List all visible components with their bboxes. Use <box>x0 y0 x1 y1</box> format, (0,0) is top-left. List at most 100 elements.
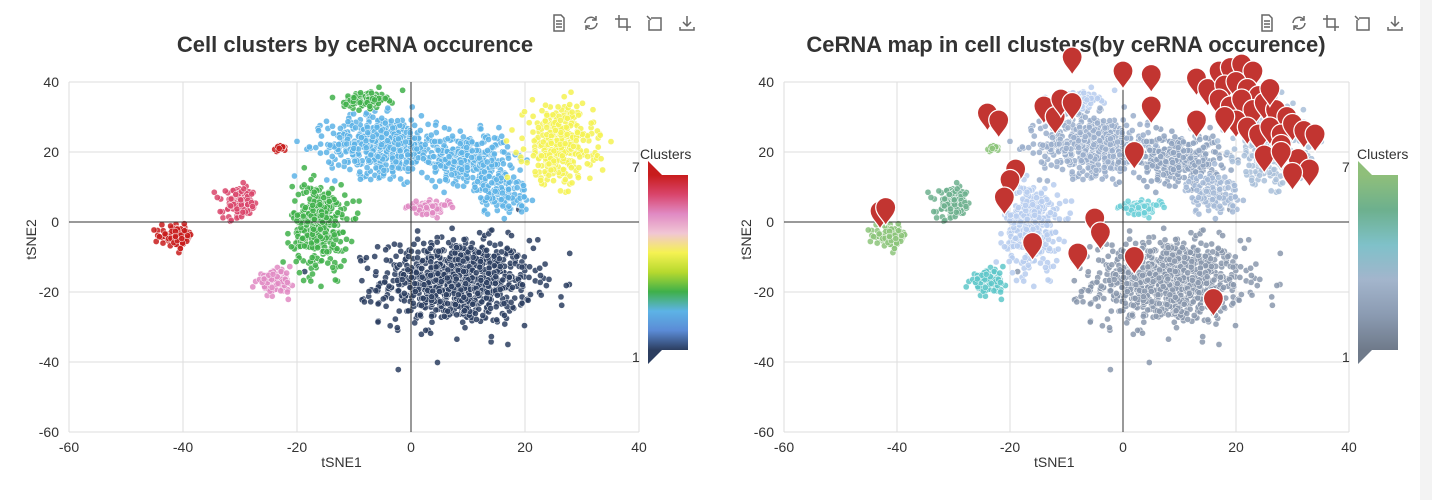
data-point <box>1110 276 1118 283</box>
data-point <box>476 154 483 162</box>
data-point <box>1131 294 1139 302</box>
restore-icon[interactable] <box>1288 12 1310 34</box>
data-point <box>454 182 461 190</box>
data-point <box>558 152 566 160</box>
data-point <box>374 300 382 308</box>
data-point <box>409 299 417 307</box>
visual-map-bar[interactable] <box>648 161 688 364</box>
data-point <box>525 274 533 281</box>
data-point <box>268 284 276 291</box>
data-point <box>325 158 333 166</box>
data-point <box>1217 161 1225 169</box>
data-point <box>396 241 404 249</box>
data-point <box>429 209 436 217</box>
data-point <box>1140 312 1147 320</box>
data-point <box>1206 124 1214 131</box>
visual-map-handle-top[interactable] <box>648 161 662 175</box>
data-point <box>299 234 307 242</box>
data-point <box>232 191 240 198</box>
data-point <box>392 158 400 166</box>
zoom-icon[interactable] <box>612 12 634 34</box>
data-point <box>1187 229 1195 237</box>
data-point <box>492 273 500 281</box>
data-point <box>480 168 488 176</box>
data-point <box>316 201 324 209</box>
data-point <box>1092 166 1100 174</box>
data-point <box>406 284 414 291</box>
data-point <box>1238 291 1245 298</box>
cluster-points <box>291 103 474 188</box>
visual-map-gradient[interactable] <box>648 175 688 350</box>
data-point <box>1196 136 1204 143</box>
data-point <box>1219 232 1226 239</box>
data-point <box>427 272 435 279</box>
data-point <box>419 155 427 163</box>
data-point <box>418 273 426 281</box>
data-point <box>558 301 566 309</box>
data-point <box>1215 341 1223 348</box>
data-point <box>337 181 345 189</box>
data-point <box>416 127 424 134</box>
data-point <box>1171 268 1179 275</box>
data-point <box>349 197 357 205</box>
download-icon[interactable] <box>1384 12 1406 34</box>
data-point <box>536 279 544 286</box>
axes <box>69 82 639 432</box>
data-point <box>343 215 351 223</box>
data-point <box>1107 307 1115 315</box>
data-point <box>414 235 422 243</box>
data-point <box>411 319 419 327</box>
data-view-icon[interactable] <box>1256 12 1278 34</box>
data-point <box>442 291 450 299</box>
visual-map-handle-bottom[interactable] <box>648 350 662 364</box>
data-point <box>1208 263 1215 270</box>
data-point <box>583 160 591 168</box>
data-point <box>529 96 536 104</box>
data-point <box>496 263 504 270</box>
data-point <box>1144 121 1151 129</box>
data-point <box>488 226 496 234</box>
zoom-icon[interactable] <box>1320 12 1342 34</box>
data-point <box>161 230 169 238</box>
data-point <box>499 202 507 210</box>
data-point <box>1078 288 1085 295</box>
data-point <box>323 117 330 125</box>
download-icon[interactable] <box>676 12 698 34</box>
data-point <box>461 324 469 332</box>
data-point <box>404 307 412 315</box>
data-point <box>1153 176 1161 183</box>
data-point <box>428 293 436 301</box>
data-point <box>337 125 344 132</box>
data-point <box>380 166 388 174</box>
data-point <box>358 134 365 141</box>
data-point <box>456 127 464 135</box>
data-point <box>392 252 400 260</box>
data-point <box>1180 300 1188 308</box>
data-point <box>324 259 332 267</box>
data-point <box>1202 134 1210 142</box>
data-point <box>372 287 380 294</box>
data-point <box>1162 158 1170 166</box>
data-point <box>329 122 336 130</box>
data-point <box>150 226 158 234</box>
data-point <box>503 137 510 145</box>
zoom-reset-icon[interactable] <box>644 12 666 34</box>
data-point <box>1237 263 1244 271</box>
data-point <box>216 208 224 215</box>
data-point <box>1165 182 1173 190</box>
data-point <box>1179 154 1187 161</box>
visual-map-left[interactable]: Clusters <box>640 0 720 240</box>
data-point <box>497 196 505 203</box>
data-point <box>427 131 435 139</box>
restore-icon[interactable] <box>580 12 602 34</box>
data-point <box>541 260 549 268</box>
scatter-points <box>150 83 615 373</box>
data-view-icon[interactable] <box>548 12 570 34</box>
zoom-reset-icon[interactable] <box>1352 12 1374 34</box>
data-point <box>509 284 516 291</box>
data-point <box>504 173 511 181</box>
data-point <box>513 184 521 192</box>
data-point <box>277 287 285 295</box>
